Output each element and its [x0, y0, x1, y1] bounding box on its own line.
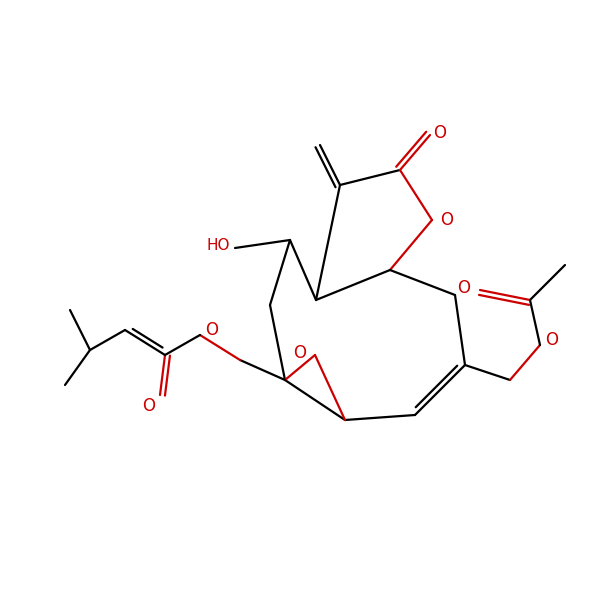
Text: O: O — [440, 211, 453, 229]
Text: O: O — [433, 124, 446, 142]
Text: O: O — [205, 321, 218, 339]
Text: O: O — [545, 331, 558, 349]
Text: O: O — [142, 397, 155, 415]
Text: O: O — [293, 344, 306, 362]
Text: HO: HO — [206, 238, 230, 253]
Text: O: O — [457, 279, 470, 297]
